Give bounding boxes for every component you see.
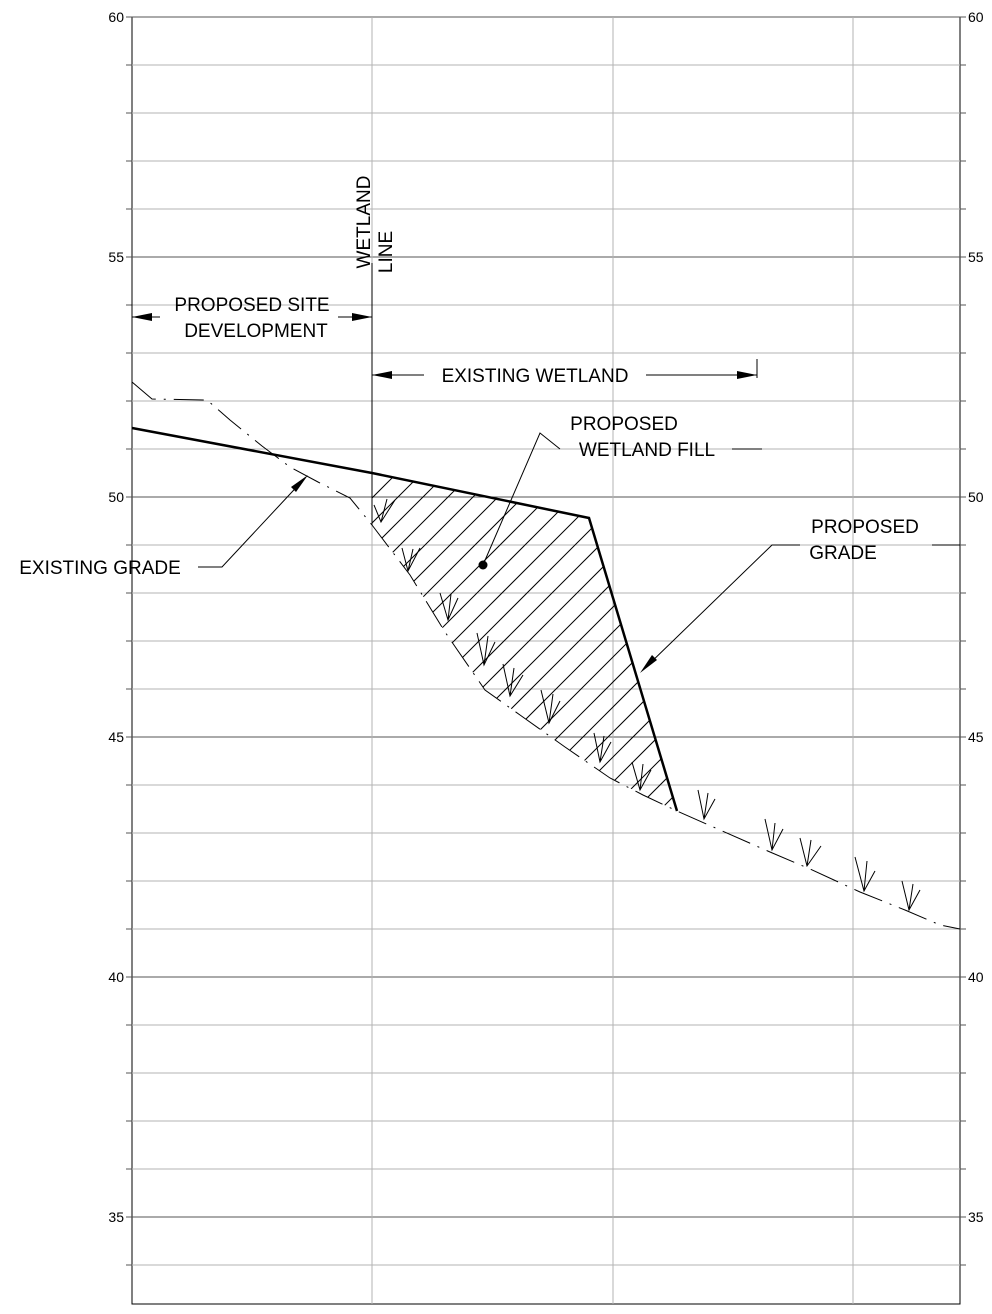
hatch-line [589, 473, 677, 811]
vertical-grid [371, 17, 854, 1304]
tick-label: 50 [108, 489, 124, 505]
plot-frame [131, 16, 961, 1305]
tick-label: 45 [108, 729, 124, 745]
wetland-fill-leader [482, 432, 561, 566]
elevation-axis-left: 60 55 50 45 40 35 [108, 9, 124, 1225]
wetland-fill-hatch [0, 460, 992, 830]
wetland-fill-label: WETLAND FILL [579, 440, 715, 461]
existing-grade-leader [198, 477, 306, 568]
hatch-line [372, 473, 677, 811]
hatch-line [372, 473, 436, 811]
proposed-grade-label: PROPOSED [811, 517, 919, 538]
proposed-site-label: PROPOSED SITE [174, 295, 329, 316]
hatch-line [372, 473, 611, 811]
wetland-symbols [373, 498, 921, 912]
tick-label: 35 [968, 1209, 984, 1225]
hatch-line [372, 473, 386, 811]
hatch-line [372, 473, 677, 811]
tick-label: 45 [968, 729, 984, 745]
arrowhead [372, 371, 392, 379]
arrowhead [737, 371, 757, 379]
tick-label: 40 [968, 969, 984, 985]
hatch-line [372, 473, 411, 811]
hatch-line [664, 473, 677, 811]
hatch-line [489, 473, 677, 811]
hatch-line [372, 473, 511, 811]
tick-label: 60 [968, 9, 984, 25]
existing-wetland-label: EXISTING WETLAND [442, 366, 629, 387]
tick-label: 55 [108, 249, 124, 265]
wetland-line-label: WETLAND [354, 176, 375, 269]
existing-grade-label: EXISTING GRADE [19, 558, 181, 579]
tick-label: 35 [108, 1209, 124, 1225]
arrowhead [640, 655, 657, 673]
hatch-line [539, 473, 677, 811]
hatch-line [372, 473, 677, 811]
wetland-fill-dot [478, 560, 488, 570]
arrowhead [132, 313, 152, 321]
existing-grade-line [131, 381, 961, 930]
hatch-line [614, 473, 677, 811]
proposed-site-label: DEVELOPMENT [184, 321, 328, 342]
tick-label: 40 [108, 969, 124, 985]
hatch-line [514, 473, 677, 811]
proposed-grade-leader [644, 544, 800, 669]
tick-label: 50 [968, 489, 984, 505]
tick-label: 55 [968, 249, 984, 265]
wetland-line-label: LINE [376, 231, 397, 273]
hatch-line [372, 473, 486, 811]
hatch-line [564, 473, 677, 811]
hatch-line [0, 460, 360, 830]
proposed-grade-line [131, 426, 679, 812]
tick-label: 60 [108, 9, 124, 25]
hatch-line [639, 473, 677, 811]
hatch-line [372, 473, 536, 811]
hatch-line [372, 473, 461, 811]
hatch-line [414, 473, 677, 811]
elevation-axis-right: 60 55 50 45 40 35 [968, 9, 984, 1225]
horizontal-grid [126, 16, 966, 1266]
hatch-line [464, 473, 677, 811]
proposed-grade-label: GRADE [809, 543, 877, 564]
arrowhead [291, 475, 308, 492]
wetland-fill-label: PROPOSED [570, 414, 678, 435]
hatch-line [690, 460, 992, 830]
hatch-line [439, 473, 677, 811]
arrowhead [352, 313, 372, 321]
